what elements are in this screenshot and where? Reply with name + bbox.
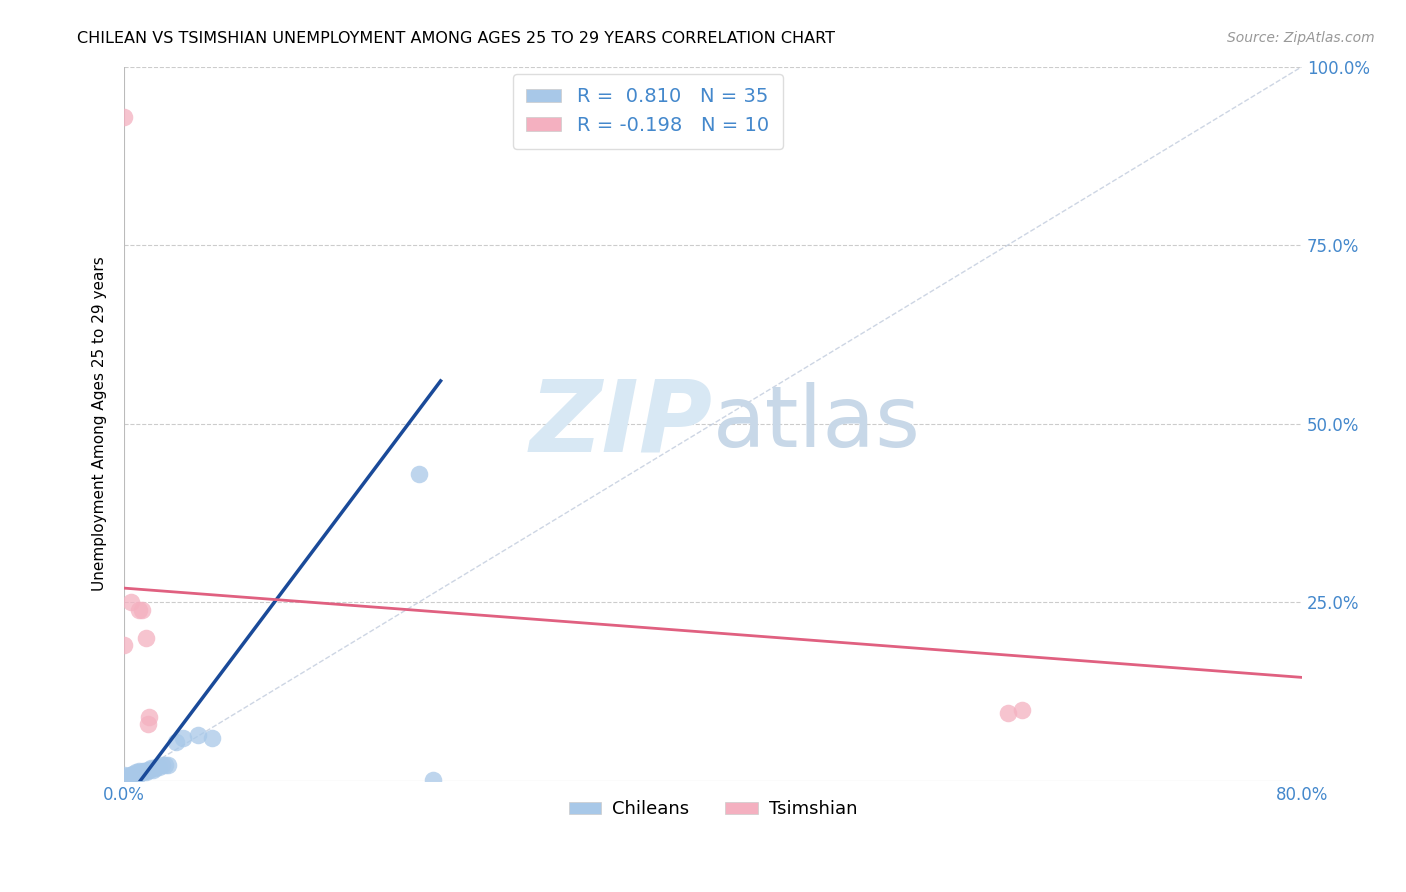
Point: [138, 709, 160, 723]
Point: [172, 731, 194, 746]
Point: [120, 595, 142, 609]
Point: [135, 765, 157, 780]
Point: [155, 758, 177, 772]
Point: [201, 731, 224, 746]
Point: [136, 764, 159, 778]
Point: [157, 758, 180, 772]
Point: [112, 638, 135, 652]
Point: [143, 761, 166, 775]
Point: [118, 771, 141, 785]
Point: [112, 768, 135, 782]
Point: [1011, 702, 1033, 716]
Point: [145, 760, 167, 774]
Point: [136, 716, 159, 731]
Point: [125, 767, 148, 781]
Point: [112, 110, 135, 124]
Point: [187, 727, 209, 741]
Text: atlas: atlas: [713, 383, 921, 466]
Point: [148, 760, 170, 774]
Point: [165, 735, 187, 749]
Point: [127, 767, 149, 781]
Point: [134, 764, 156, 778]
Point: [124, 768, 146, 782]
Point: [120, 768, 142, 782]
Point: [118, 770, 141, 784]
Text: Source: ZipAtlas.com: Source: ZipAtlas.com: [1227, 31, 1375, 45]
Point: [131, 602, 153, 616]
Point: [112, 771, 135, 785]
Point: [150, 758, 173, 772]
Point: [139, 761, 162, 775]
Point: [121, 767, 143, 781]
Point: [112, 774, 135, 789]
Point: [131, 765, 153, 780]
Point: [138, 763, 160, 777]
Point: [997, 706, 1019, 720]
Text: CHILEAN VS TSIMSHIAN UNEMPLOYMENT AMONG AGES 25 TO 29 YEARS CORRELATION CHART: CHILEAN VS TSIMSHIAN UNEMPLOYMENT AMONG …: [77, 31, 835, 46]
Legend: Chileans, Tsimshian: Chileans, Tsimshian: [561, 793, 865, 826]
Point: [132, 764, 155, 778]
Point: [135, 631, 157, 645]
Point: [142, 763, 165, 777]
Text: ZIP: ZIP: [530, 376, 713, 472]
Y-axis label: Unemployment Among Ages 25 to 29 years: Unemployment Among Ages 25 to 29 years: [93, 256, 107, 591]
Point: [422, 772, 444, 787]
Point: [118, 768, 141, 782]
Point: [125, 765, 148, 780]
Point: [408, 467, 430, 481]
Point: [128, 602, 150, 616]
Point: [128, 767, 150, 781]
Point: [128, 764, 150, 778]
Point: [128, 765, 150, 780]
